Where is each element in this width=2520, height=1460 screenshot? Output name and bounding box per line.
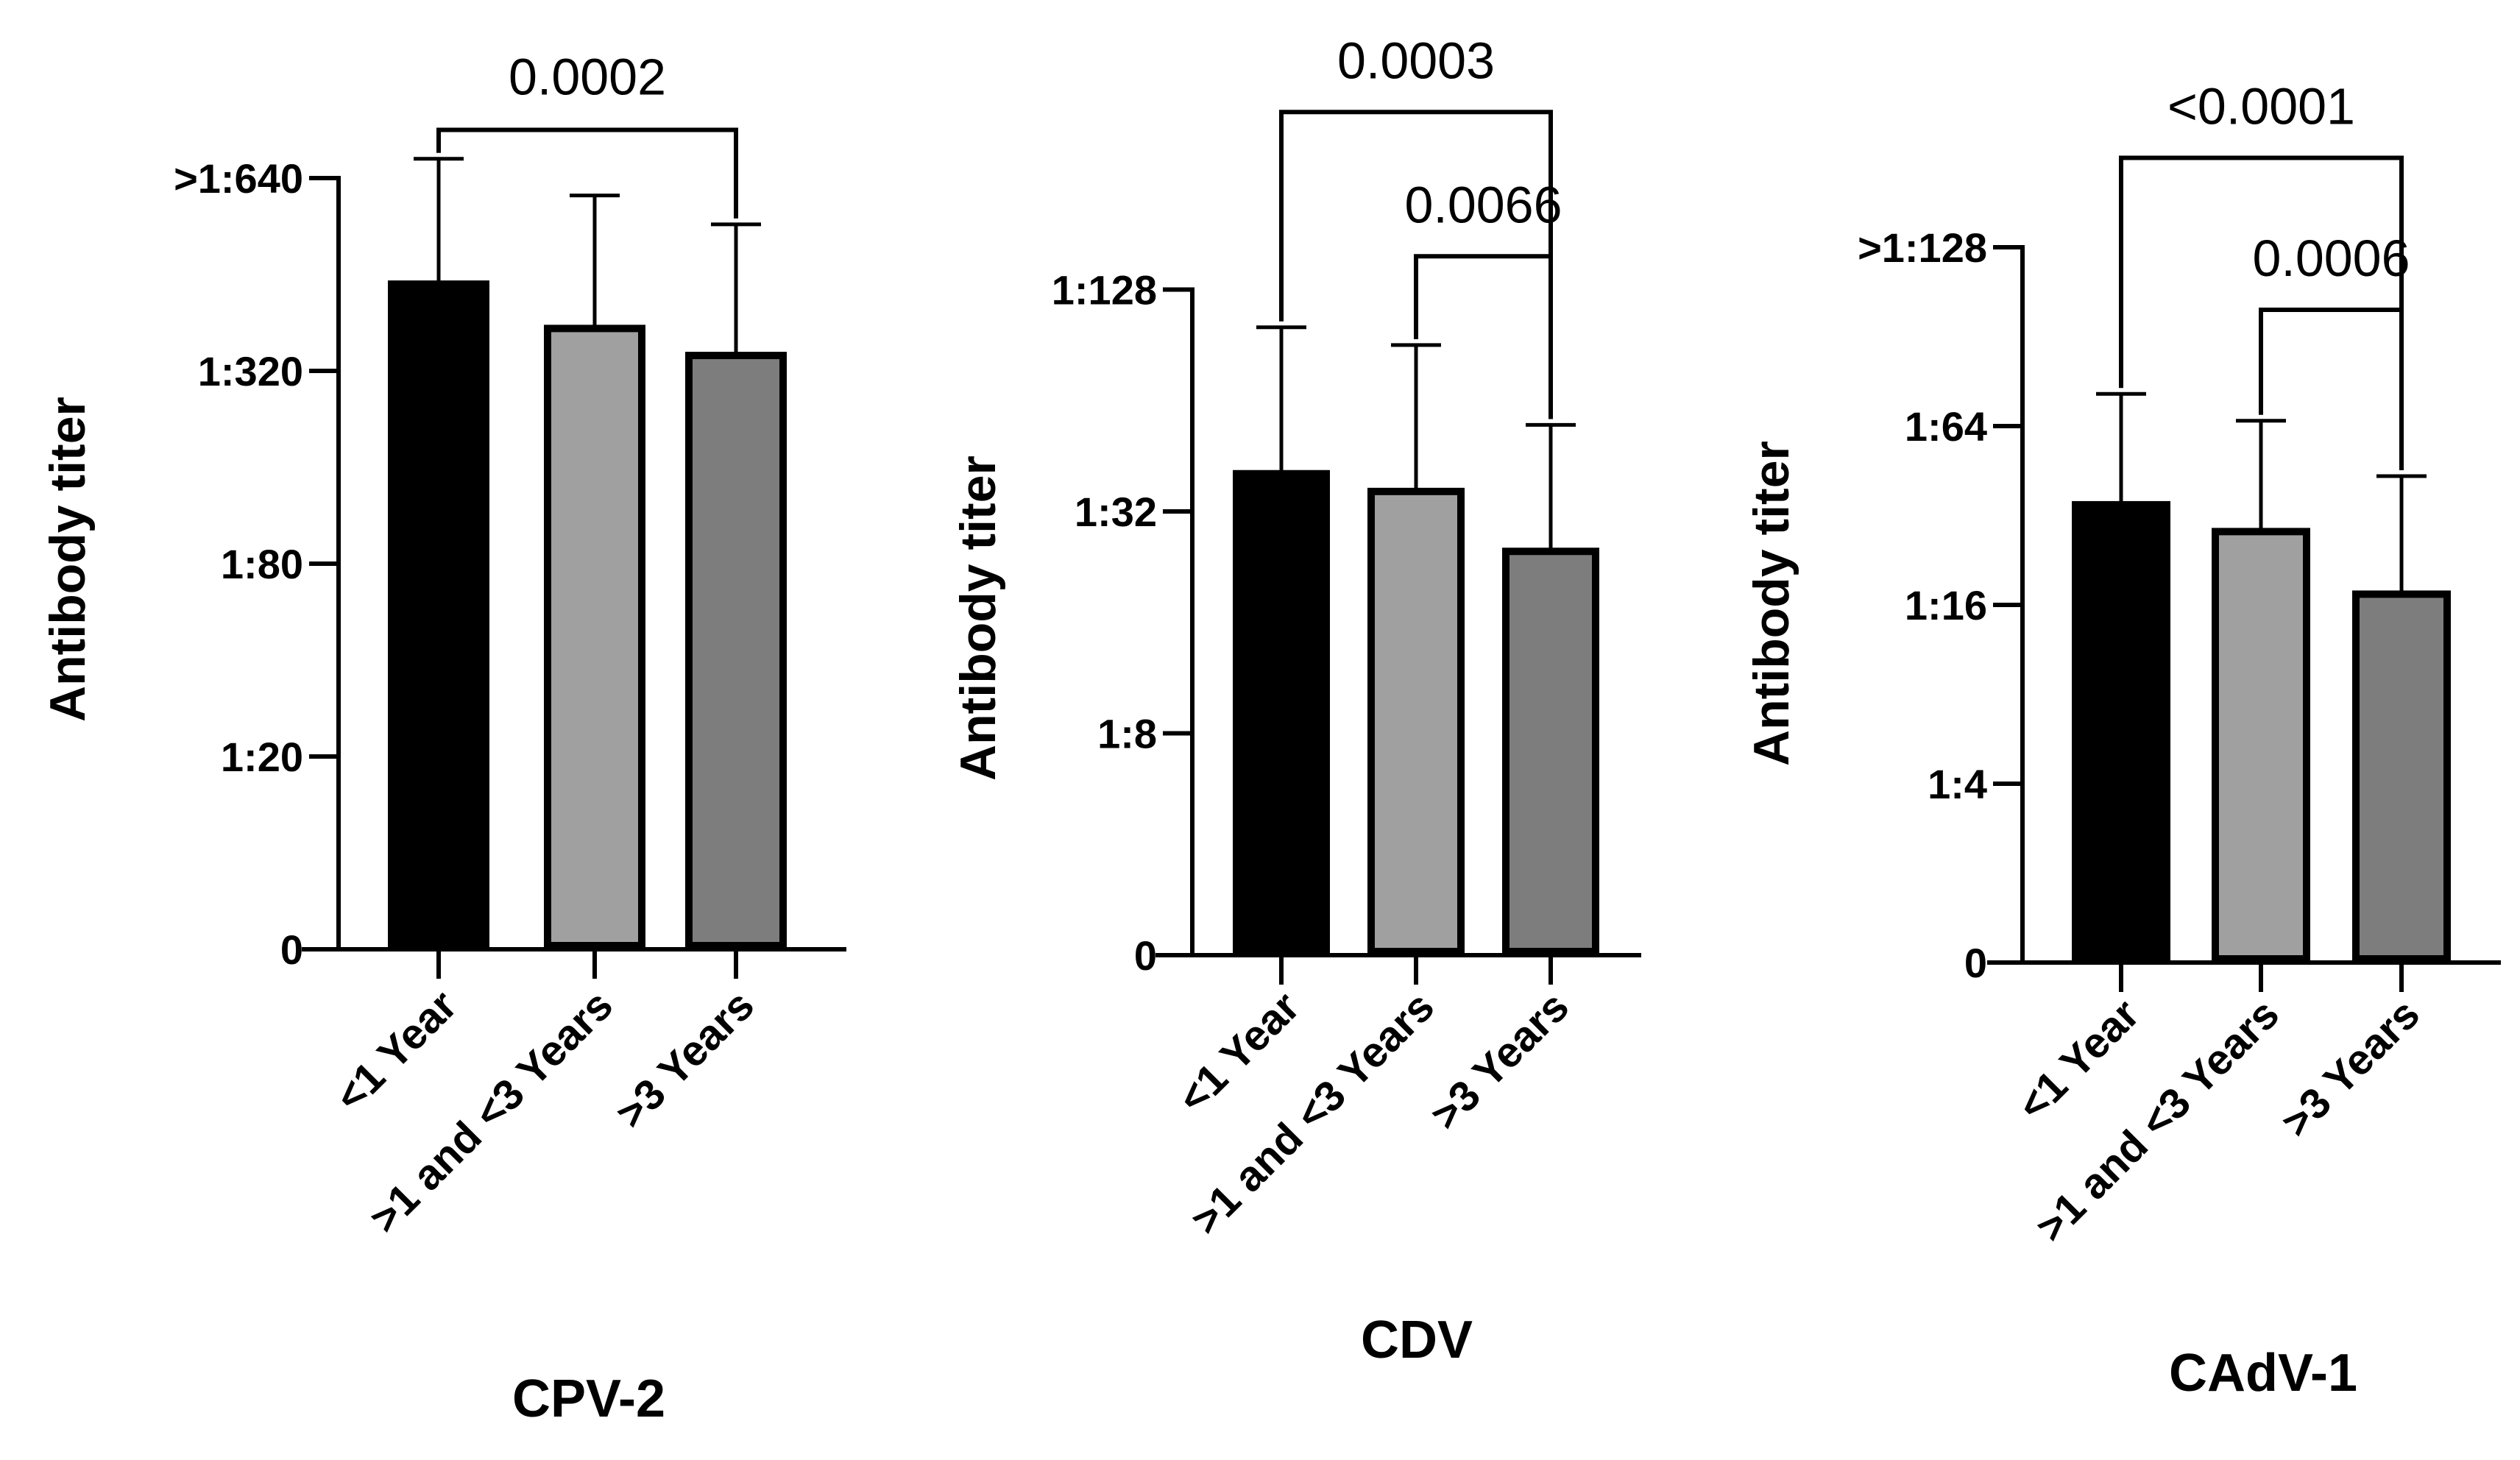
y-tick-label: 1:128	[1052, 267, 1157, 313]
significance-bracket	[2259, 308, 2404, 471]
y-tick-label: 0	[1134, 932, 1157, 979]
p-value-label: <0.0001	[2167, 78, 2355, 135]
y-tick-label: 1:32	[1075, 489, 1157, 535]
significance-bracket	[436, 127, 738, 219]
panel-title: CAdV-1	[2169, 1344, 2357, 1403]
bar-cdv-1	[1367, 487, 1465, 955]
p-value-label: 0.0066	[1404, 176, 1562, 233]
p-value-label: 0.0006	[2252, 230, 2410, 287]
y-tick-label: 1:4	[1928, 761, 1987, 807]
p-value-label: 0.0002	[509, 49, 666, 106]
bar-cadv1-1	[2212, 528, 2310, 963]
y-tick-label: 1:20	[221, 734, 303, 780]
y-tick-label: >1:128	[1858, 224, 1987, 271]
y-tick-label: 1:64	[1905, 403, 1987, 450]
p-value-label: 0.0003	[1337, 32, 1495, 89]
bar-cpv2-0	[388, 280, 489, 950]
bar-cpv2-1	[544, 325, 645, 949]
bar-cadv1-2	[2352, 590, 2451, 963]
significance-bracket	[1414, 254, 1553, 419]
x-tick-label: <1 Year	[2008, 990, 2148, 1130]
y-tick-label: 1:80	[221, 541, 303, 587]
y-axis-label: Antibody titer	[1744, 441, 1799, 766]
bar-cpv2-2	[685, 352, 787, 950]
y-tick-label: 0	[1964, 940, 1987, 986]
y-tick-label: 1:16	[1905, 582, 1987, 628]
x-tick-label: >3 Years	[606, 981, 763, 1138]
x-tick-label: >3 Years	[2272, 990, 2429, 1147]
bar-cdv-2	[1502, 548, 1599, 955]
y-tick-label: >1:640	[174, 155, 303, 202]
y-tick-label: 1:8	[1097, 711, 1157, 757]
x-tick-label: >1 and <3 Years	[1182, 982, 1443, 1244]
bar-cdv-0	[1233, 469, 1330, 955]
x-tick-label: <1 Year	[1169, 982, 1309, 1122]
x-tick-label: <1 Year	[326, 981, 466, 1121]
y-axis-label: Antibody titer	[950, 456, 1006, 781]
bar-cadv1-0	[2072, 500, 2170, 963]
panel-title: CPV-2	[512, 1369, 665, 1428]
y-axis-label: Antibody titer	[40, 397, 96, 722]
cpv2-panel: 0 1:20 1:80 1:320 >1:640 Antibody titer <1 Yea…	[40, 49, 846, 1428]
y-tick-label: 1:320	[198, 348, 303, 394]
x-tick-label: >1 and <3 Years	[2027, 990, 2288, 1251]
panel-title: CDV	[1361, 1311, 1473, 1369]
cdv-panel: 0 1:8 1:32 1:128 Antibody titer <1 Year>1 and…	[950, 32, 1641, 1369]
y-tick-label: 0	[280, 926, 303, 973]
x-tick-label: >3 Years	[1421, 982, 1578, 1139]
